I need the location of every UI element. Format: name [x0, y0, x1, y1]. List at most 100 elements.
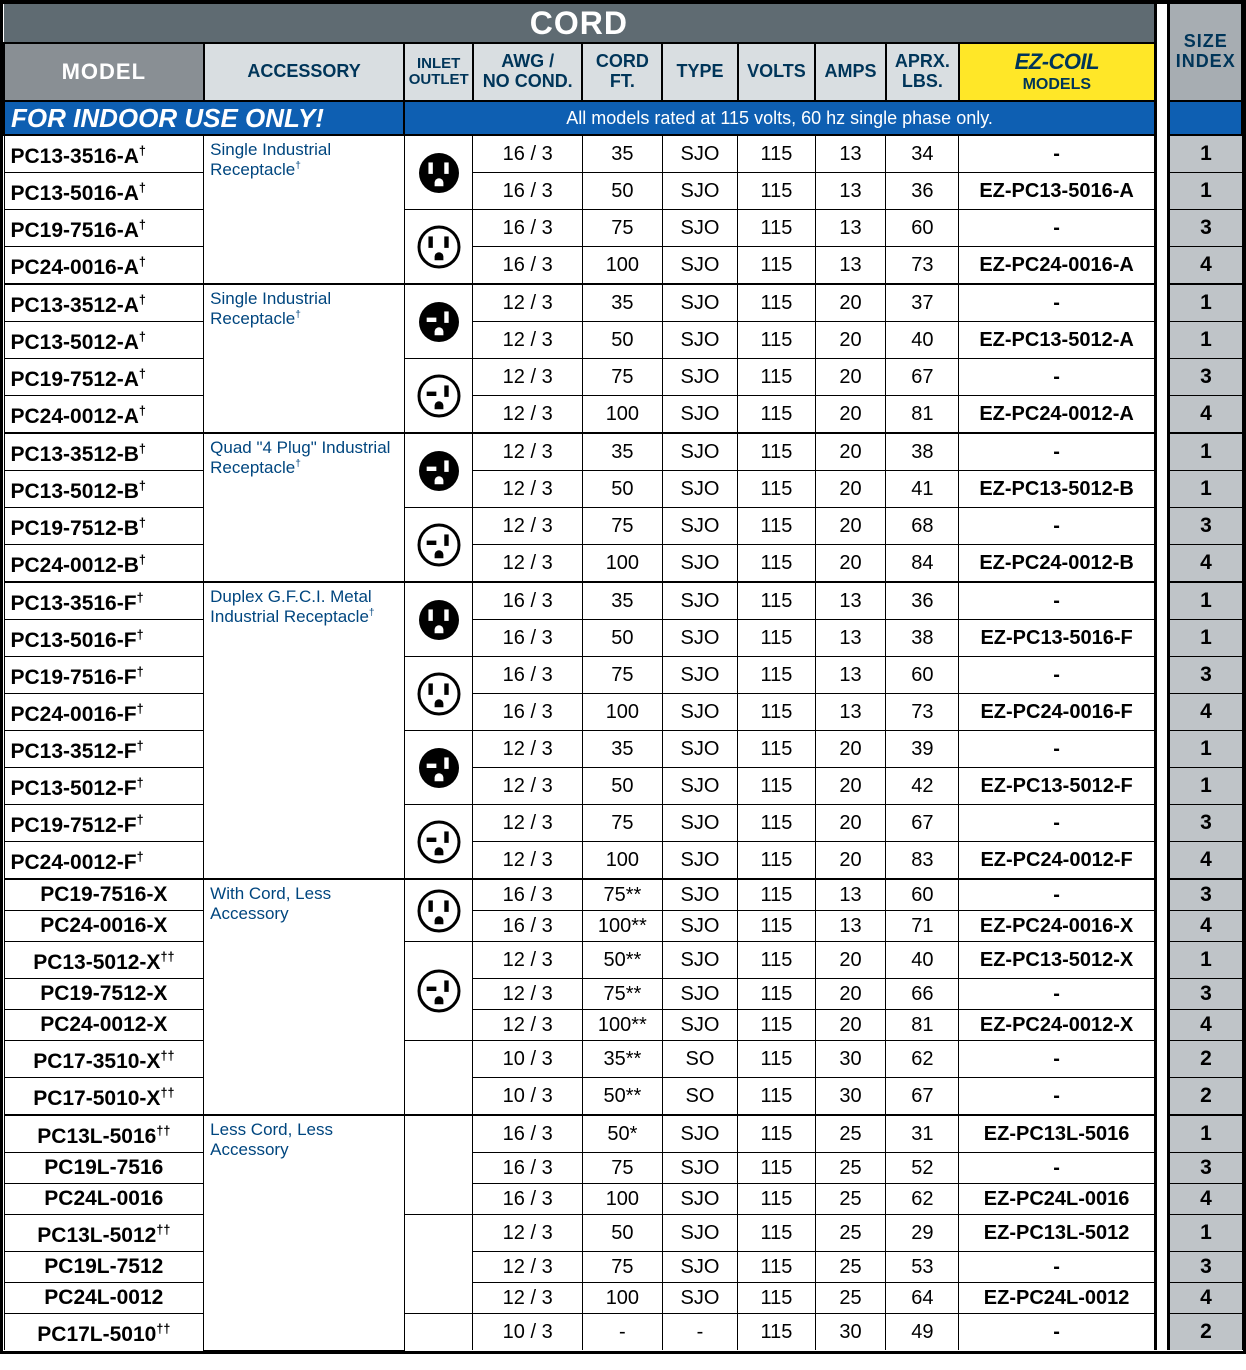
cell-type: SJO — [662, 942, 737, 979]
cell-volts: 115 — [738, 979, 816, 1010]
cell-amps: 13 — [815, 210, 886, 247]
cell-lbs: 66 — [886, 979, 959, 1010]
cell-type: SJO — [662, 694, 737, 731]
cell-ez: - — [959, 359, 1155, 396]
cell-amps: 20 — [815, 731, 886, 768]
cell-type: SJO — [662, 1283, 737, 1314]
sep — [1155, 768, 1169, 805]
cell-type: SJO — [662, 582, 737, 620]
cell-size: 3 — [1169, 1153, 1242, 1184]
cell-type: SJO — [662, 1153, 737, 1184]
cell-ft: 50 — [582, 471, 662, 508]
cell-ft: 50* — [582, 1115, 662, 1153]
cell-amps: 20 — [815, 508, 886, 545]
cell-volts: 115 — [738, 1283, 816, 1314]
outlet-icon — [404, 582, 472, 657]
cell-model: PC19L-7516 — [4, 1153, 204, 1184]
cell-model: PC24-0012-F† — [4, 842, 204, 880]
cell-amps: 13 — [815, 657, 886, 694]
cell-awg: 16 / 3 — [473, 694, 583, 731]
cell-awg: 16 / 3 — [473, 247, 583, 285]
header-model: MODEL — [4, 43, 204, 101]
cell-size: 1 — [1169, 582, 1242, 620]
cell-amps: 20 — [815, 396, 886, 434]
cell-model: PC24-0016-X — [4, 911, 204, 942]
cell-ez: EZ-PC24-0012-F — [959, 842, 1155, 880]
cell-size: 1 — [1169, 942, 1242, 979]
cell-ez: EZ-PC13L-5016 — [959, 1115, 1155, 1153]
sep — [1155, 979, 1169, 1010]
cell-size: 1 — [1169, 284, 1242, 322]
cell-size: 3 — [1169, 359, 1242, 396]
cell-awg: 12 / 3 — [473, 1283, 583, 1314]
cell-size: 4 — [1169, 842, 1242, 880]
cell-size: 4 — [1169, 396, 1242, 434]
cell-type: SJO — [662, 879, 737, 911]
cell-volts: 115 — [738, 545, 816, 583]
sep — [1155, 545, 1169, 583]
cell-awg: 12 / 3 — [473, 433, 583, 471]
cell-ez: - — [959, 582, 1155, 620]
cell-model: PC17-5010-X†† — [4, 1078, 204, 1116]
cell-awg: 12 / 3 — [473, 1010, 583, 1041]
cell-awg: 10 / 3 — [473, 1041, 583, 1078]
sep — [1155, 1314, 1169, 1351]
cell-model: PC13-3516-F† — [4, 582, 204, 620]
cell-volts: 115 — [738, 1115, 816, 1153]
cell-size: 2 — [1169, 1041, 1242, 1078]
cell-ft: 35 — [582, 135, 662, 173]
cell-model: PC19-7516-A† — [4, 210, 204, 247]
cell-ez: EZ-PC13-5012-F — [959, 768, 1155, 805]
cell-amps: 25 — [815, 1153, 886, 1184]
cell-lbs: 81 — [886, 396, 959, 434]
cell-awg: 16 / 3 — [473, 657, 583, 694]
cell-lbs: 38 — [886, 433, 959, 471]
cell-volts: 115 — [738, 731, 816, 768]
cell-ft: 35 — [582, 731, 662, 768]
cell-ft: 100 — [582, 1184, 662, 1215]
sep — [1155, 1153, 1169, 1184]
cell-lbs: 41 — [886, 471, 959, 508]
cell-type: SJO — [662, 247, 737, 285]
cell-size: 4 — [1169, 1184, 1242, 1215]
sep — [1155, 805, 1169, 842]
cell-lbs: 52 — [886, 1153, 959, 1184]
cell-volts: 115 — [738, 508, 816, 545]
sep — [1155, 1184, 1169, 1215]
sep — [1155, 942, 1169, 979]
cell-ft: 100 — [582, 545, 662, 583]
sep — [1155, 879, 1169, 911]
cell-awg: 16 / 3 — [473, 582, 583, 620]
cell-type: SJO — [662, 805, 737, 842]
cell-lbs: 60 — [886, 210, 959, 247]
cell-volts: 115 — [738, 582, 816, 620]
cell-amps: 13 — [815, 135, 886, 173]
cell-amps: 13 — [815, 694, 886, 731]
cell-size: 3 — [1169, 508, 1242, 545]
sep — [1155, 173, 1169, 210]
cell-volts: 115 — [738, 1010, 816, 1041]
header-ez: EZ-COILMODELS — [959, 43, 1155, 101]
sep — [1155, 1010, 1169, 1041]
cell-model: PC13-5012-F† — [4, 768, 204, 805]
cell-amps: 30 — [815, 1041, 886, 1078]
cell-ez: EZ-PC24-0012-X — [959, 1010, 1155, 1041]
cell-volts: 115 — [738, 135, 816, 173]
sep — [1155, 842, 1169, 880]
cell-volts: 115 — [738, 942, 816, 979]
sep — [1155, 1283, 1169, 1314]
sep — [1155, 1115, 1169, 1153]
cell-model: PC13L-5012†† — [4, 1215, 204, 1252]
sep — [1155, 731, 1169, 768]
cell-amps: 25 — [815, 1215, 886, 1252]
cell-volts: 115 — [738, 359, 816, 396]
cell-ft: 35** — [582, 1041, 662, 1078]
cell-size: 4 — [1169, 545, 1242, 583]
cell-awg: 16 / 3 — [473, 1184, 583, 1215]
cell-awg: 12 / 3 — [473, 284, 583, 322]
cell-amps: 25 — [815, 1252, 886, 1283]
cell-size: 3 — [1169, 210, 1242, 247]
header-cord: CORDFT. — [582, 43, 662, 101]
cell-awg: 12 / 3 — [473, 545, 583, 583]
cell-model: PC13-5016-A† — [4, 173, 204, 210]
